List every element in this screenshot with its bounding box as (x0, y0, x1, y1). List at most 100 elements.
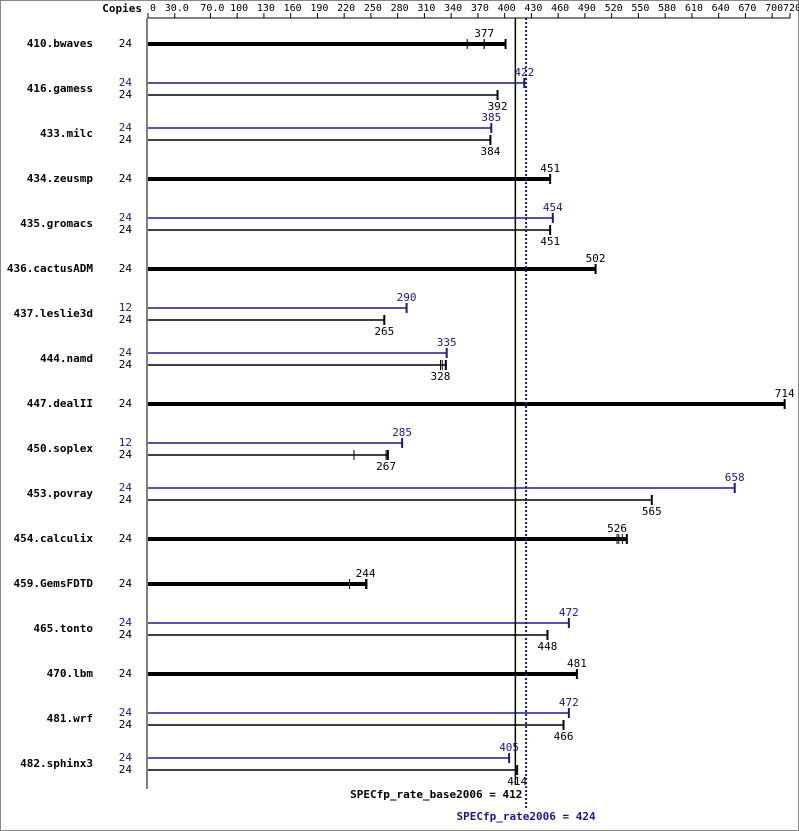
x-tick-label: 100 (230, 3, 248, 14)
value-label: 451 (540, 162, 560, 175)
value-label: 526 (607, 522, 627, 535)
x-tick-label: 340 (444, 3, 462, 14)
x-tick-label: 130 (257, 3, 275, 14)
copies-label: 24 (119, 37, 133, 50)
x-tick-label: 370 (471, 3, 489, 14)
value-label: 377 (474, 27, 494, 40)
benchmark-label: 433.milc (40, 127, 93, 140)
x-tick-label: 250 (364, 3, 382, 14)
benchmark-label: 454.calculix (14, 532, 94, 545)
copies-label: 24 (119, 751, 133, 764)
copies-label: 24 (119, 358, 133, 371)
benchmark-label: 434.zeusmp (27, 172, 94, 185)
value-label: 502 (586, 252, 606, 265)
value-label: 472 (559, 606, 579, 619)
copies-label: 24 (119, 211, 133, 224)
copies-label: 24 (119, 133, 133, 146)
copies-label: 24 (119, 667, 133, 680)
x-tick-label: 280 (391, 3, 409, 14)
x-tick-label: 720 (783, 3, 799, 14)
value-label: 244 (356, 567, 376, 580)
x-tick-label: 610 (685, 3, 703, 14)
benchmark-label: 437.leslie3d (14, 307, 93, 320)
copies-label: 24 (119, 493, 133, 506)
value-label: 405 (499, 741, 519, 754)
x-tick-label: 460 (551, 3, 569, 14)
copies-label: 24 (119, 718, 133, 731)
copies-label: 24 (119, 397, 133, 410)
benchmark-label: 447.dealII (27, 397, 93, 410)
benchmark-label: 450.soplex (27, 442, 94, 455)
copies-label: 12 (119, 301, 132, 314)
copies-label: 24 (119, 706, 133, 719)
copies-label: 24 (119, 532, 133, 545)
copies-label: 24 (119, 616, 133, 629)
x-tick-label: 430 (524, 3, 542, 14)
value-label: 481 (567, 657, 587, 670)
copies-header: Copies (102, 2, 142, 15)
copies-label: 24 (119, 121, 133, 134)
value-label: 658 (725, 471, 745, 484)
value-label: 422 (514, 66, 534, 79)
copies-label: 12 (119, 436, 132, 449)
benchmark-label: 481.wrf (47, 712, 93, 725)
benchmark-label: 482.sphinx3 (20, 757, 93, 770)
value-label: 454 (543, 201, 563, 214)
x-tick-label: 30.0 (165, 3, 189, 14)
copies-label: 24 (119, 88, 133, 101)
x-tick-label: 700 (765, 3, 783, 14)
benchmark-label: 416.gamess (27, 82, 93, 95)
value-label: 328 (431, 370, 451, 383)
x-tick-label: 400 (498, 3, 516, 14)
x-tick-label: 220 (337, 3, 355, 14)
value-label: 384 (480, 145, 500, 158)
x-tick-label: 520 (605, 3, 623, 14)
x-tick-label: 190 (310, 3, 328, 14)
benchmark-label: 453.povray (27, 487, 94, 500)
copies-label: 24 (119, 76, 133, 89)
copies-label: 24 (119, 172, 133, 185)
copies-label: 24 (119, 313, 133, 326)
value-label: 392 (488, 100, 508, 113)
value-label: 714 (775, 387, 795, 400)
copies-label: 24 (119, 448, 133, 461)
x-tick-label: 160 (284, 3, 302, 14)
value-label: 335 (437, 336, 457, 349)
x-tick-label: 70.0 (200, 3, 224, 14)
value-label: 265 (374, 325, 394, 338)
reference-label: SPECfp_rate_base2006 = 412 (350, 788, 522, 801)
value-label: 285 (392, 426, 412, 439)
x-tick-label: 0 (150, 3, 156, 14)
value-label: 267 (376, 460, 396, 473)
value-label: 451 (540, 235, 560, 248)
benchmark-label: 459.GemsFDTD (14, 577, 94, 590)
x-tick-label: 550 (631, 3, 649, 14)
x-tick-label: 490 (578, 3, 596, 14)
copies-label: 24 (119, 346, 133, 359)
copies-label: 24 (119, 577, 133, 590)
reference-label: SPECfp_rate2006 = 424 (457, 810, 596, 823)
value-label: 466 (554, 730, 574, 743)
value-label: 414 (507, 775, 527, 788)
copies-label: 24 (119, 763, 133, 776)
benchmark-label: 465.tonto (33, 622, 93, 635)
benchmark-label: 436.cactusADM (7, 262, 93, 275)
value-label: 565 (642, 505, 662, 518)
x-tick-label: 670 (738, 3, 756, 14)
value-label: 472 (559, 696, 579, 709)
copies-label: 24 (119, 262, 133, 275)
benchmark-label: 470.lbm (47, 667, 94, 680)
x-tick-label: 310 (417, 3, 435, 14)
value-label: 290 (397, 291, 417, 304)
value-label: 448 (538, 640, 558, 653)
x-tick-label: 580 (658, 3, 676, 14)
copies-label: 24 (119, 223, 133, 236)
x-tick-label: 640 (712, 3, 730, 14)
value-label: 385 (481, 111, 501, 124)
copies-label: 24 (119, 628, 133, 641)
benchmark-label: 410.bwaves (27, 37, 93, 50)
benchmark-label: 444.namd (40, 352, 93, 365)
copies-label: 24 (119, 481, 133, 494)
